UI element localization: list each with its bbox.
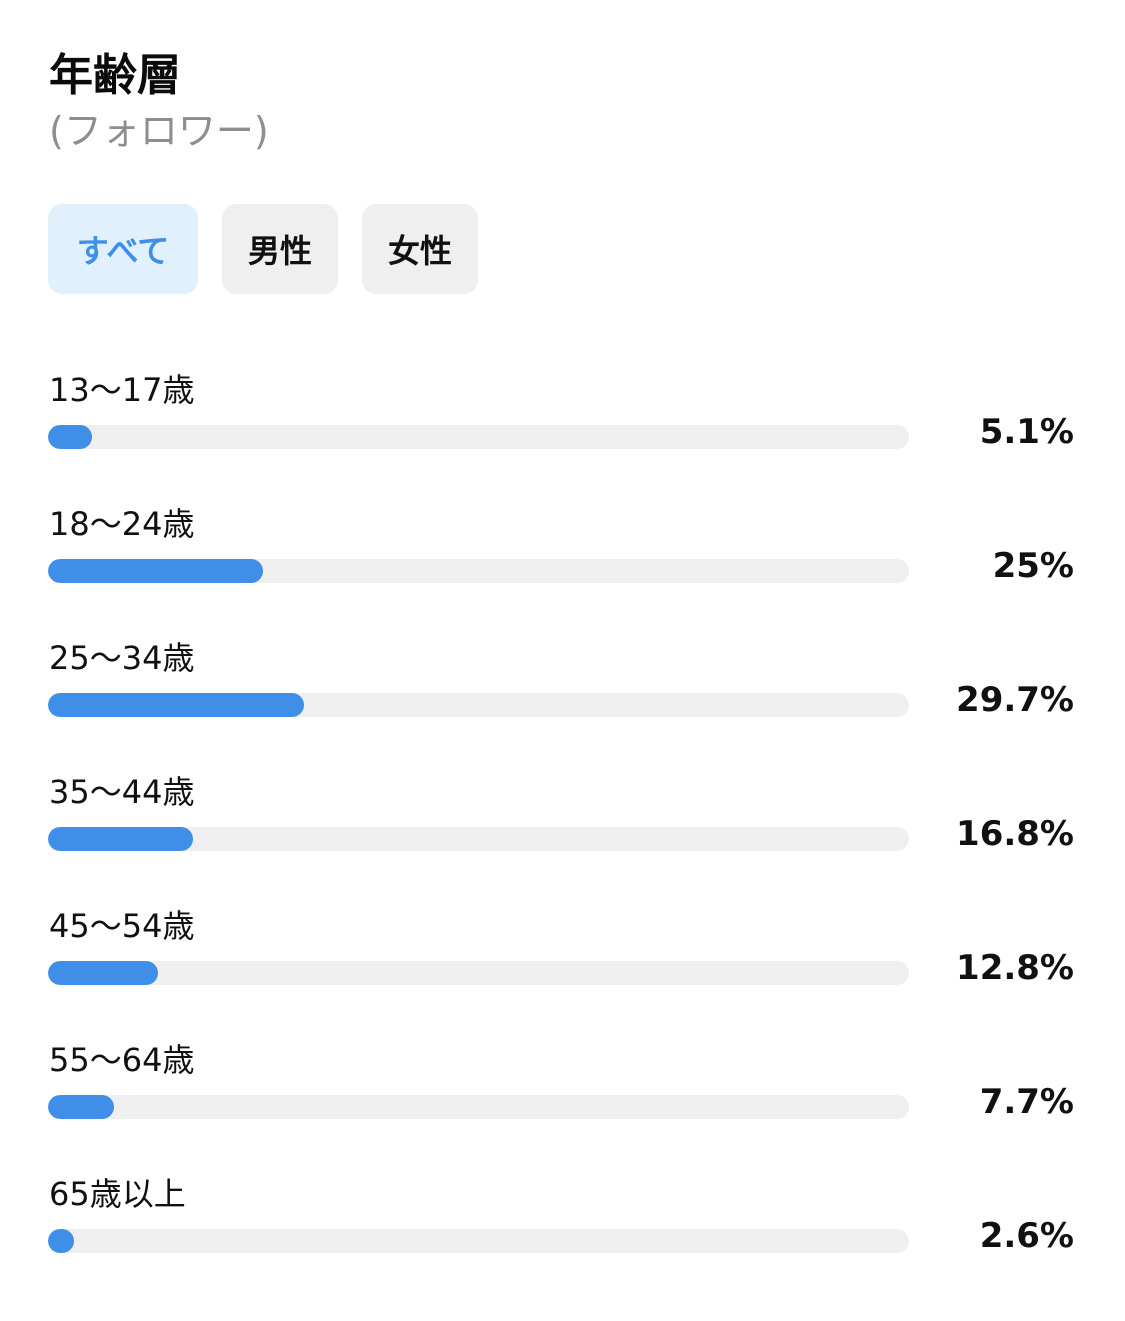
percentage-value: 12.8% [956,948,1074,988]
progress-fill [48,1229,74,1253]
percentage-value: 25% [992,546,1074,586]
progress-fill [48,961,159,985]
age-row: 18〜24歳 25% [0,500,1125,634]
age-range-label: 25〜34歳 [49,639,195,677]
progress-track [48,827,909,851]
age-range-label: 35〜44歳 [49,773,195,811]
age-range-label: 65歳以上 [49,1175,186,1213]
age-range-label: 45〜54歳 [49,907,195,945]
progress-fill [48,559,264,583]
gender-filter-tabs: すべて 男性 女性 [48,204,479,294]
progress-track [48,559,909,583]
age-row: 35〜44歳 16.8% [0,768,1125,902]
page-title: 年齢層 [49,50,181,101]
percentage-value: 16.8% [956,814,1074,854]
progress-fill [48,827,193,851]
age-range-label: 55〜64歳 [49,1041,195,1079]
progress-track [48,425,909,449]
age-range-label: 18〜24歳 [49,505,195,543]
age-row: 13〜17歳 5.1% [0,366,1125,500]
age-range-label: 13〜17歳 [49,371,195,409]
progress-track [48,1229,909,1253]
percentage-value: 2.6% [979,1216,1074,1256]
tab-all[interactable]: すべて [48,204,198,294]
age-row: 65歳以上 2.6% [0,1170,1125,1304]
progress-track [48,693,909,717]
tab-female[interactable]: 女性 [362,204,479,294]
progress-fill [48,1095,115,1119]
percentage-value: 7.7% [979,1082,1074,1122]
percentage-value: 5.1% [979,412,1074,452]
percentage-value: 29.7% [956,680,1074,720]
progress-fill [48,425,92,449]
tab-male[interactable]: 男性 [222,204,339,294]
progress-fill [48,693,304,717]
age-distribution-list: 13〜17歳 5.1% 18〜24歳 25% 25〜34歳 29.7% 35〜4… [0,366,1125,1304]
progress-track [48,961,909,985]
page-subtitle: (フォロワー) [49,109,269,153]
age-row: 55〜64歳 7.7% [0,1036,1125,1170]
progress-track [48,1095,909,1119]
age-row: 45〜54歳 12.8% [0,902,1125,1036]
age-row: 25〜34歳 29.7% [0,634,1125,768]
